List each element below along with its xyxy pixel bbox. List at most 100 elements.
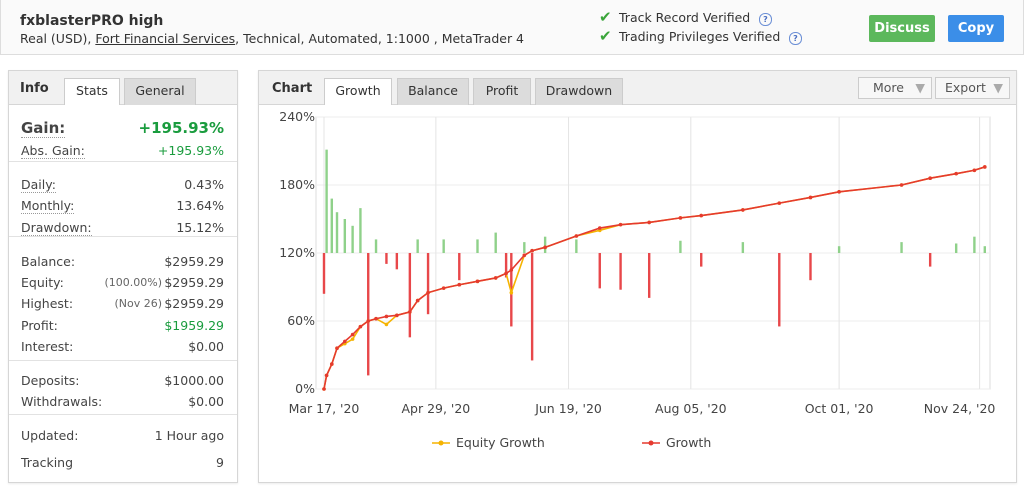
point bbox=[509, 290, 514, 295]
growth-tab[interactable]: Growth bbox=[324, 78, 392, 105]
daily-bar bbox=[679, 240, 682, 253]
daily-bar bbox=[778, 253, 781, 327]
daily-bar bbox=[343, 219, 347, 253]
point bbox=[837, 190, 841, 194]
point bbox=[343, 339, 347, 344]
daily-bar bbox=[523, 242, 526, 253]
subtitle: Real (USD), Fort Financial Services, Tec… bbox=[20, 31, 524, 46]
stat-value: $0.00 bbox=[188, 339, 224, 354]
point bbox=[522, 253, 527, 258]
point bbox=[647, 220, 651, 225]
caret: ▼ bbox=[915, 80, 925, 95]
more-menu[interactable]: More ▼ bbox=[858, 77, 932, 99]
daily-bar bbox=[335, 212, 339, 253]
point bbox=[426, 290, 430, 295]
daily-bar bbox=[359, 208, 362, 253]
stat-value: $2959.29 bbox=[164, 275, 224, 290]
chart-panel: Chart Growth Balance Profit Drawdown Mor… bbox=[258, 70, 1017, 483]
daily-bar bbox=[408, 253, 412, 338]
stat-label: Updated: bbox=[21, 428, 79, 443]
point bbox=[543, 245, 547, 250]
verified-label: Track Record Verified bbox=[619, 10, 751, 25]
daily-bar bbox=[543, 236, 547, 253]
point bbox=[972, 168, 977, 173]
stat-label: Equity: bbox=[21, 275, 64, 290]
point bbox=[618, 222, 623, 227]
point bbox=[322, 387, 326, 391]
daily-bar bbox=[395, 253, 399, 270]
point bbox=[384, 322, 389, 327]
discuss-button[interactable]: Discuss bbox=[869, 15, 935, 42]
separator bbox=[9, 360, 237, 361]
x-tick-label: Apr 29, '20 bbox=[401, 401, 470, 416]
chart-tabs: Chart Growth Balance Profit Drawdown Mor… bbox=[259, 71, 1016, 105]
daily-bar bbox=[385, 253, 388, 264]
broker-link[interactable]: Fort Financial Services bbox=[95, 31, 236, 46]
daily-bar bbox=[330, 198, 334, 253]
point bbox=[509, 268, 514, 272]
point bbox=[493, 276, 498, 280]
x-tick-label: Nov 24, '20 bbox=[924, 401, 996, 416]
export-label: Export bbox=[945, 80, 986, 95]
help-icon[interactable]: ? bbox=[759, 13, 772, 26]
daily-bar bbox=[700, 253, 703, 267]
check-icon: ✔ bbox=[599, 8, 612, 26]
daily-bar bbox=[322, 253, 326, 294]
daily-bar bbox=[458, 253, 461, 281]
growth-line bbox=[323, 166, 986, 390]
drawdown-tab[interactable]: Drawdown bbox=[535, 78, 623, 105]
legend-label: Equity Growth bbox=[456, 435, 545, 450]
details: , Technical, Automated, 1:1000 , MetaTra… bbox=[235, 31, 525, 46]
chart-heading: Chart bbox=[272, 81, 313, 96]
profit-tab[interactable]: Profit bbox=[473, 78, 531, 105]
daily-bar bbox=[973, 236, 976, 253]
account: Real (USD), bbox=[20, 31, 92, 46]
point bbox=[699, 213, 704, 218]
x-tick-label: Oct 01, '20 bbox=[805, 401, 874, 416]
help-icon[interactable]: ? bbox=[789, 32, 802, 45]
point bbox=[366, 319, 371, 323]
stat-label: Withdrawals: bbox=[21, 394, 103, 409]
stat-value: +195.93% bbox=[157, 143, 224, 158]
caret: ▼ bbox=[993, 80, 1003, 95]
point bbox=[350, 332, 355, 337]
stat-label: Interest: bbox=[21, 339, 74, 354]
point bbox=[899, 183, 904, 187]
export-menu[interactable]: Export ▼ bbox=[935, 77, 1010, 99]
daily-bar bbox=[741, 242, 745, 253]
point bbox=[457, 282, 462, 287]
stat-value: 9 bbox=[216, 455, 224, 470]
general-tab[interactable]: General bbox=[124, 78, 196, 105]
daily-bar bbox=[494, 232, 497, 253]
legend-dot bbox=[438, 440, 444, 446]
point bbox=[350, 337, 355, 341]
point bbox=[530, 248, 534, 253]
stats-tab[interactable]: Stats bbox=[64, 78, 120, 105]
separator bbox=[9, 414, 237, 415]
stat-label: Balance: bbox=[21, 254, 76, 269]
info-panel: Info Stats General Gain: +195.93% Abs. Gai… bbox=[8, 70, 238, 483]
point bbox=[574, 234, 579, 238]
daily-bar bbox=[416, 239, 419, 253]
daily-bar bbox=[325, 149, 328, 253]
daily-bar bbox=[351, 225, 354, 253]
stat-label: Deposits: bbox=[21, 373, 80, 388]
daily-bar bbox=[619, 253, 622, 290]
daily-bar bbox=[575, 239, 578, 253]
y-tick-label: 120% bbox=[279, 245, 315, 260]
point bbox=[441, 286, 446, 290]
stat-value: $1959.29 bbox=[164, 318, 224, 333]
stat-value: 1 Hour ago bbox=[154, 428, 224, 443]
daily-bar bbox=[374, 239, 378, 253]
stat-value: +195.93% bbox=[138, 119, 224, 137]
point bbox=[808, 195, 813, 200]
daily-bar bbox=[647, 253, 651, 298]
stat-label: Tracking bbox=[21, 455, 74, 470]
copy-button[interactable]: Copy bbox=[948, 15, 1004, 42]
daily-bar bbox=[954, 243, 958, 253]
balance-tab[interactable]: Balance bbox=[397, 78, 469, 105]
daily-bar bbox=[426, 253, 430, 315]
point bbox=[678, 216, 683, 220]
